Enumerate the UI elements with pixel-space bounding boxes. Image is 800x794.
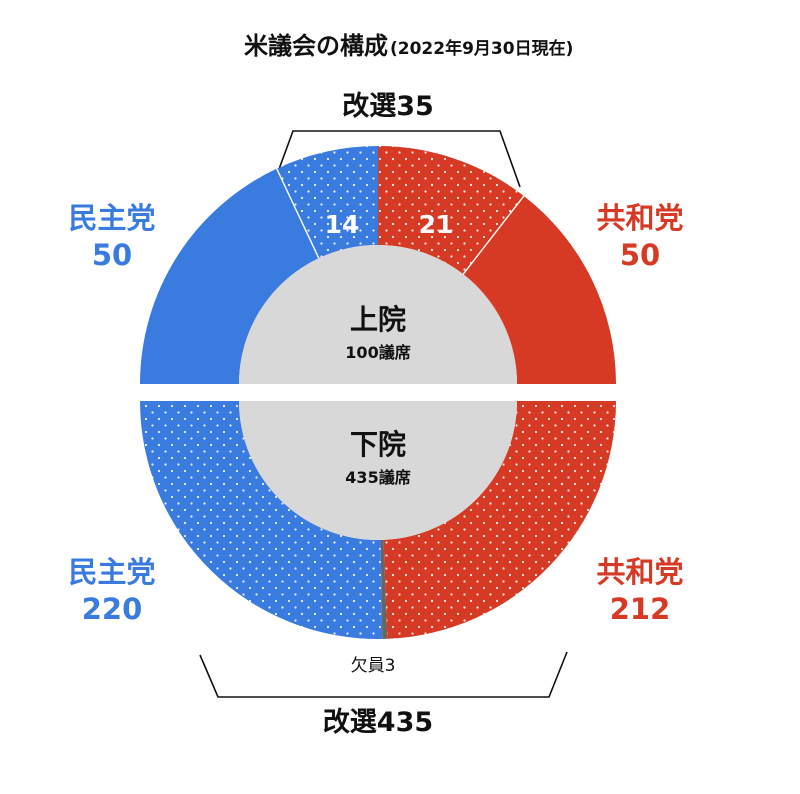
senate-rep-seat-value: 50: [620, 238, 660, 272]
house-dem-seat-value: 220: [82, 592, 143, 626]
house-vacant-label: 欠員3: [351, 656, 396, 676]
senate-rep-election-divider: [462, 187, 531, 275]
house-rep-party-label: 共和党: [596, 555, 683, 589]
house-election-label: 改選435: [323, 707, 433, 738]
senate-dem-slice: [140, 168, 319, 384]
senate-rep-party-label: 共和党: [596, 201, 683, 235]
senate-rep-slice: [463, 195, 616, 384]
senate-dem-party-label: 民主党: [68, 201, 155, 235]
senate-election-label: 改選35: [342, 91, 434, 122]
house-chart: [140, 401, 616, 639]
senate-seats-label: 100議席: [345, 343, 410, 362]
house-vacant-slice: [380, 539, 388, 639]
house-rep-slice: [383, 401, 616, 639]
senate-chart: [140, 146, 616, 384]
house-rep-seat-value: 212: [610, 592, 671, 626]
senate-center-disc: [239, 245, 517, 384]
senate-dem-seat-value: 50: [92, 238, 132, 272]
house-chamber-label: 下院: [350, 428, 406, 461]
house-election-bracket: [199, 651, 568, 698]
senate-election-bracket: [274, 130, 521, 188]
senate-dem-election-slice: [276, 146, 378, 259]
senate-rep-election-value: 21: [419, 210, 454, 239]
senate-dem-election-value: 14: [325, 210, 360, 239]
chart-subtitle: (2022年9月30日現在): [390, 38, 573, 59]
chart-title: 米議会の構成: [244, 32, 388, 60]
house-dem-party-label: 民主党: [68, 555, 155, 589]
house-seats-label: 435議席: [345, 468, 410, 487]
house-center-disc: [239, 401, 517, 540]
senate-dem-election-divider: [271, 159, 320, 259]
house-dem-slice: [140, 401, 383, 639]
senate-chamber-label: 上院: [350, 303, 406, 336]
